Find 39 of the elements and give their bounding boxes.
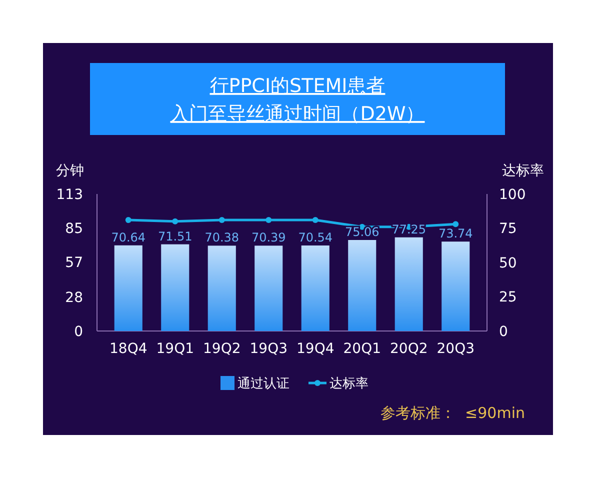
x-tick-label: 20Q1 (343, 341, 381, 357)
bar (254, 246, 283, 331)
bar (301, 245, 330, 331)
x-tick-label: 18Q4 (110, 341, 148, 357)
bar (394, 237, 423, 331)
bar (348, 240, 376, 331)
bar (114, 245, 142, 331)
y2-axis-title: 达标率 (502, 163, 544, 179)
y2-tick-label: 100 (499, 186, 526, 203)
chart-title: 行PPCI的STEMI患者入门至导丝通过时间（D2W） (170, 75, 425, 125)
x-tick-label: 19Q1 (156, 341, 194, 357)
data-label: 70.39 (251, 230, 286, 245)
x-tick-label: 20Q2 (390, 341, 428, 357)
data-label: 70.54 (298, 230, 333, 244)
bar (208, 246, 236, 331)
y2-tick-label: 75 (499, 221, 517, 238)
x-tick-label: 20Q3 (436, 341, 474, 357)
y-tick-label: 113 (56, 186, 83, 203)
y-tick-label: 0 (74, 324, 83, 340)
y-tick-label: 85 (65, 220, 83, 237)
y-tick-label: 28 (65, 290, 83, 306)
data-label: 70.38 (204, 230, 240, 245)
data-label: 70.64 (111, 230, 146, 244)
bar (442, 242, 470, 331)
y-axis-title: 分钟 (56, 163, 84, 179)
data-label: 71.51 (158, 229, 192, 244)
data-label: 75.06 (344, 225, 380, 239)
x-tick-label: 19Q4 (296, 341, 334, 357)
bar (161, 244, 190, 331)
x-tick-label: 19Q2 (203, 341, 241, 357)
y2-tick-label: 50 (499, 255, 517, 272)
text: 参考标准： ≤90min (380, 404, 525, 422)
y2-tick-label: 25 (499, 290, 517, 306)
legend-label: 达标率 (330, 376, 368, 392)
y2-tick-label: 0 (499, 324, 508, 340)
y-tick-label: 57 (65, 254, 83, 271)
legend-label: 通过认证 (238, 376, 290, 392)
data-label: 73.74 (438, 226, 473, 241)
x-tick-label: 19Q3 (250, 341, 288, 357)
